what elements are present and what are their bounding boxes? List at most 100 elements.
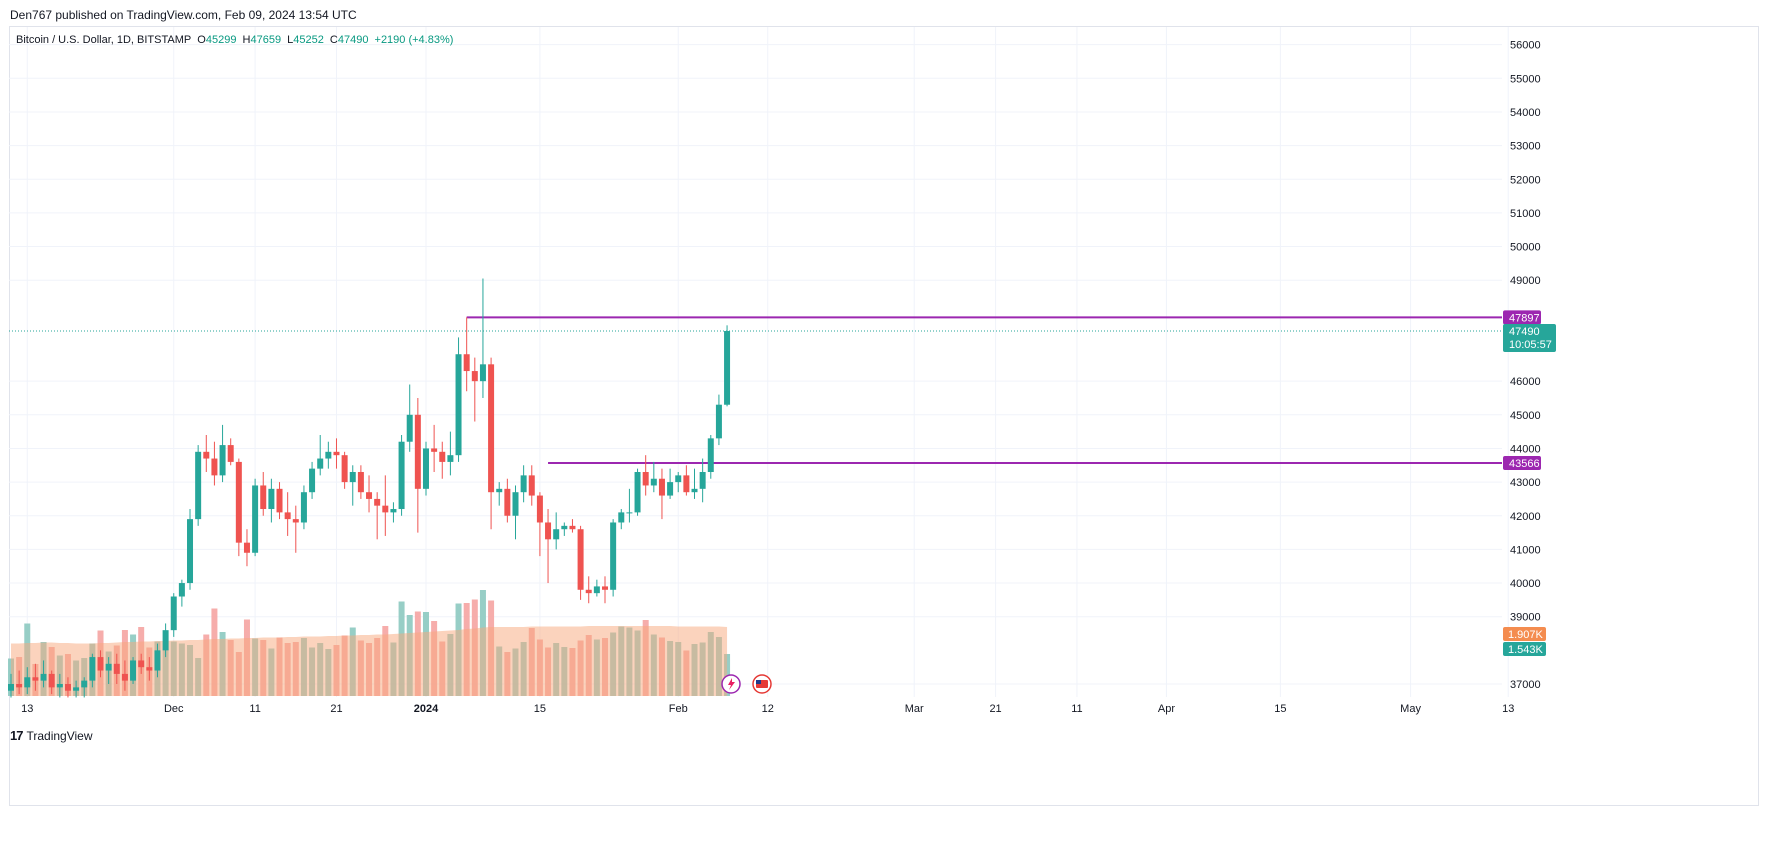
candle[interactable] bbox=[219, 424, 226, 483]
tradingview-brand[interactable]: TradingView bbox=[26, 728, 93, 743]
candle[interactable] bbox=[406, 384, 413, 452]
candle[interactable] bbox=[707, 434, 714, 479]
candle[interactable] bbox=[309, 461, 316, 499]
symbol-title[interactable]: Bitcoin / U.S. Dollar, 1D, BITSTAMP bbox=[16, 34, 192, 46]
candle[interactable] bbox=[390, 502, 397, 523]
candle[interactable] bbox=[398, 434, 405, 516]
candle[interactable] bbox=[463, 317, 470, 392]
candle[interactable] bbox=[170, 593, 177, 637]
candle[interactable] bbox=[520, 465, 527, 503]
candle[interactable] bbox=[699, 458, 706, 503]
candle[interactable] bbox=[479, 278, 486, 398]
candle[interactable] bbox=[471, 357, 478, 422]
candle[interactable] bbox=[24, 667, 31, 695]
candle[interactable] bbox=[349, 465, 356, 506]
candle[interactable] bbox=[634, 468, 641, 516]
candle[interactable] bbox=[325, 441, 332, 469]
candle[interactable] bbox=[431, 424, 438, 473]
candle[interactable] bbox=[553, 512, 560, 550]
candle[interactable] bbox=[252, 478, 259, 557]
candle[interactable] bbox=[374, 492, 381, 540]
candle[interactable] bbox=[187, 509, 194, 590]
candle[interactable] bbox=[162, 623, 169, 658]
candle[interactable] bbox=[317, 434, 324, 476]
candle[interactable] bbox=[178, 579, 185, 607]
candle[interactable] bbox=[496, 482, 503, 506]
candle[interactable] bbox=[382, 475, 389, 536]
candle[interactable] bbox=[268, 478, 275, 523]
candle[interactable] bbox=[130, 657, 137, 684]
candle[interactable] bbox=[203, 434, 210, 473]
candle[interactable] bbox=[333, 438, 340, 469]
candle[interactable] bbox=[675, 472, 682, 493]
candle[interactable] bbox=[439, 441, 446, 479]
candle[interactable] bbox=[235, 458, 242, 557]
candle[interactable] bbox=[569, 519, 576, 533]
candle[interactable] bbox=[357, 465, 364, 499]
candle[interactable] bbox=[422, 441, 429, 496]
candle[interactable] bbox=[366, 475, 373, 513]
candle[interactable] bbox=[618, 509, 625, 530]
candle[interactable] bbox=[113, 653, 120, 684]
candle[interactable] bbox=[715, 394, 722, 446]
candle[interactable] bbox=[602, 576, 609, 604]
candle[interactable] bbox=[16, 670, 23, 695]
candle[interactable] bbox=[243, 529, 250, 567]
candle[interactable] bbox=[292, 505, 299, 553]
candle[interactable] bbox=[211, 441, 218, 486]
candle[interactable] bbox=[48, 670, 55, 695]
candle[interactable] bbox=[667, 468, 674, 499]
candle[interactable] bbox=[455, 337, 462, 462]
candle[interactable] bbox=[545, 509, 552, 584]
price-tick-label: 55000 bbox=[1510, 73, 1541, 85]
candle[interactable] bbox=[56, 673, 63, 698]
candle[interactable] bbox=[341, 451, 348, 489]
tradingview-logo-icon[interactable]: 17 bbox=[10, 728, 24, 743]
candle[interactable] bbox=[276, 482, 283, 520]
candle-body bbox=[585, 589, 592, 594]
time-tick-label: May bbox=[1400, 703, 1421, 715]
candle[interactable] bbox=[585, 576, 592, 604]
time-tick-label: 11 bbox=[249, 703, 260, 715]
candle[interactable] bbox=[40, 660, 47, 688]
candle[interactable] bbox=[138, 653, 145, 674]
candle[interactable] bbox=[724, 325, 731, 407]
candle[interactable] bbox=[488, 357, 495, 530]
candle[interactable] bbox=[561, 522, 568, 536]
candle-body bbox=[707, 438, 714, 473]
candle[interactable] bbox=[105, 657, 112, 684]
candle[interactable] bbox=[121, 660, 128, 691]
candle[interactable] bbox=[650, 461, 657, 493]
candle[interactable] bbox=[284, 492, 291, 536]
candle[interactable] bbox=[73, 680, 80, 698]
candle[interactable] bbox=[691, 468, 698, 499]
candle[interactable] bbox=[8, 673, 14, 698]
candle[interactable] bbox=[577, 525, 584, 600]
candle[interactable] bbox=[536, 492, 543, 557]
candle[interactable] bbox=[195, 445, 202, 526]
candle[interactable] bbox=[642, 455, 649, 496]
candle[interactable] bbox=[154, 643, 161, 678]
candle-body bbox=[325, 451, 332, 459]
candle[interactable] bbox=[64, 677, 71, 698]
candle[interactable] bbox=[146, 657, 153, 681]
candle[interactable] bbox=[683, 465, 690, 496]
candle[interactable] bbox=[658, 468, 665, 520]
candle[interactable] bbox=[89, 653, 96, 688]
candle[interactable] bbox=[260, 472, 267, 516]
candle[interactable] bbox=[97, 650, 104, 678]
candle[interactable] bbox=[512, 485, 519, 540]
candle[interactable] bbox=[610, 519, 617, 597]
candle-body bbox=[260, 485, 267, 510]
candle[interactable] bbox=[81, 677, 88, 698]
candle[interactable] bbox=[528, 465, 535, 506]
candle[interactable] bbox=[32, 663, 39, 691]
candle[interactable] bbox=[504, 478, 511, 523]
candle[interactable] bbox=[414, 397, 421, 533]
candle[interactable] bbox=[227, 438, 234, 466]
candle[interactable] bbox=[300, 485, 307, 530]
candle[interactable] bbox=[447, 431, 454, 476]
candle[interactable] bbox=[593, 579, 600, 597]
candle[interactable] bbox=[626, 488, 633, 523]
